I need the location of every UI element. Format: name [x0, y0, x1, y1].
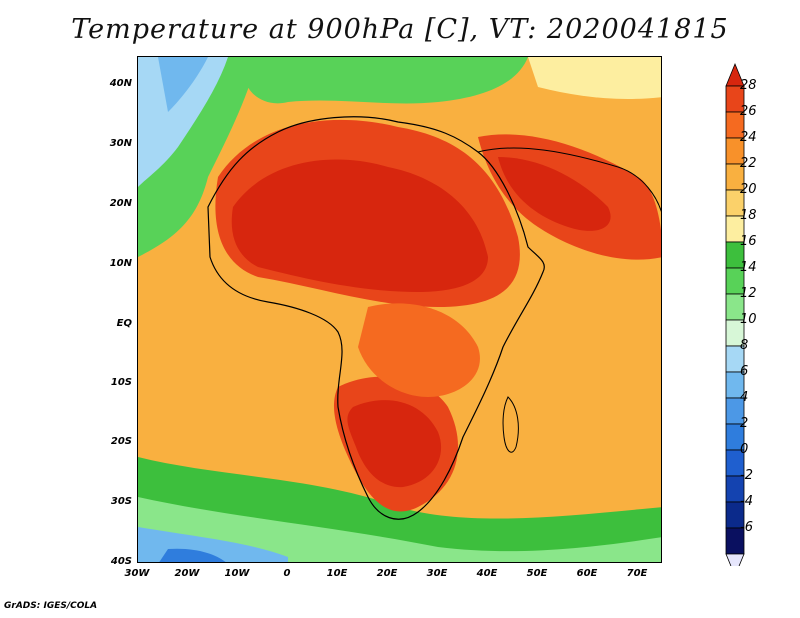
- lon-tick: 30E: [426, 568, 448, 579]
- colorbar-label: 2: [740, 416, 749, 431]
- mediterranean-cool-zone: [248, 57, 528, 104]
- lon-tick: 20E: [376, 568, 398, 579]
- colorbar-label: 10: [740, 312, 757, 327]
- lon-tick: 10E: [326, 568, 348, 579]
- lat-tick: 40S: [110, 556, 132, 567]
- colorbar-label: 8: [740, 338, 749, 353]
- colorbar-label: 26: [740, 104, 757, 119]
- lon-tick: 10W: [224, 568, 250, 579]
- north-atlantic-colder-zone: [158, 57, 208, 112]
- north-atlantic-cold-zone: [138, 57, 228, 187]
- colorbar-label: 14: [740, 260, 757, 275]
- colorbar-label: -4: [740, 494, 753, 509]
- temperature-map: [137, 56, 662, 563]
- lat-tick: 20N: [109, 198, 132, 209]
- southern-africa-hottest-zone: [347, 400, 442, 488]
- lat-tick: 10S: [110, 377, 132, 388]
- africa-coastline: [207, 116, 545, 520]
- colorbar-label: 20: [740, 182, 757, 197]
- lon-tick: 20W: [174, 568, 200, 579]
- colorbar-label: 4: [740, 390, 749, 405]
- lat-tick: 30N: [109, 138, 132, 149]
- colorbar-label: 24: [740, 130, 757, 145]
- southern-coldest-zone: [159, 548, 226, 562]
- lon-tick: 60E: [576, 568, 598, 579]
- middle-east-mild-zone: [528, 57, 661, 99]
- sahara-hottest-zone: [231, 159, 488, 292]
- lat-tick: 10N: [109, 258, 132, 269]
- southern-cooler-zone: [138, 497, 661, 562]
- credit-text: GrADS: IGES/COLA: [4, 601, 98, 611]
- lon-tick: 0: [283, 568, 291, 579]
- colorbar-label: 22: [740, 156, 757, 171]
- lon-tick: 50E: [526, 568, 548, 579]
- colorbar-label: 18: [740, 208, 757, 223]
- arabia-hottest-zone: [498, 157, 611, 231]
- colorbar: [725, 62, 745, 566]
- colorbar-bottom-arrow: [725, 553, 745, 566]
- map-title: Temperature at 900hPa [C], VT: 202004181…: [71, 14, 729, 45]
- lat-tick: 40N: [109, 78, 132, 89]
- colorbar-label: 28: [740, 78, 757, 93]
- colorbar-label: 6: [740, 364, 749, 379]
- lon-tick: 30W: [124, 568, 150, 579]
- lon-tick: 40E: [476, 568, 498, 579]
- lat-tick: EQ: [116, 318, 132, 329]
- map-canvas: [138, 57, 661, 562]
- arabia-coastline: [477, 147, 661, 213]
- central-africa-warm-zone: [358, 303, 480, 397]
- madagascar-outline: [502, 396, 519, 453]
- colorbar-label: 12: [740, 286, 757, 301]
- colorbar-label: -6: [740, 520, 753, 535]
- lon-tick: 70E: [626, 568, 648, 579]
- lat-tick: 30S: [110, 496, 132, 507]
- colorbar-label: 0: [740, 442, 749, 457]
- colorbar-label: -2: [740, 468, 753, 483]
- colorbar-label: 16: [740, 234, 757, 249]
- lat-tick: 20S: [110, 436, 132, 447]
